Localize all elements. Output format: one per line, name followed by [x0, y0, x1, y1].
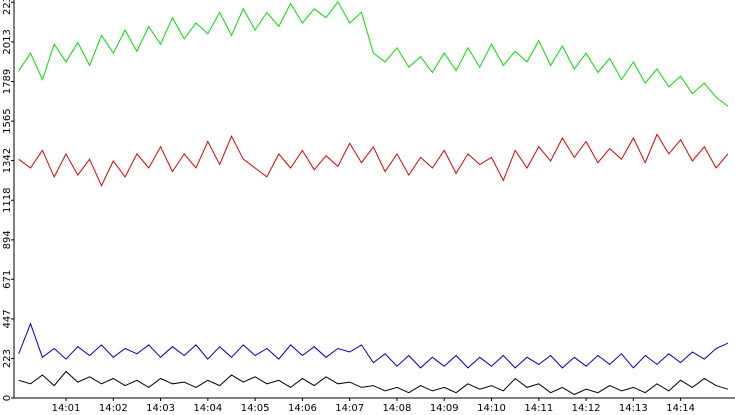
x-tick-label: 14:14 — [666, 403, 695, 414]
y-tick-label: 0 — [2, 395, 13, 401]
y-tick-label: 1118 — [2, 188, 13, 213]
y-tick-label: 894 — [2, 230, 13, 249]
x-tick-label: 14:04 — [193, 403, 222, 414]
x-tick-label: 14:06 — [288, 403, 317, 414]
series-line — [18, 370, 729, 396]
y-tick-label: 2237 — [2, 0, 13, 15]
y-tick-label: 1565 — [2, 108, 13, 133]
x-tick-label: 14:08 — [383, 403, 412, 414]
y-tick-label: 447 — [2, 309, 13, 328]
x-tick-label: 14:07 — [335, 403, 364, 414]
y-tick-label: 223 — [2, 349, 13, 368]
x-tick-label: 14:03 — [146, 403, 175, 414]
y-tick-label: 1342 — [2, 148, 13, 173]
x-tick-label: 14:10 — [477, 403, 506, 414]
y-tick-label: 1789 — [2, 69, 13, 94]
x-tick-label: 14:12 — [572, 403, 601, 414]
x-tick-label: 14:13 — [619, 403, 648, 414]
series-line — [18, 133, 729, 187]
series-line — [18, 322, 729, 369]
x-tick-label: 14:01 — [52, 403, 81, 414]
x-tick-label: 14:05 — [241, 403, 270, 414]
y-tick-label: 2013 — [2, 29, 13, 54]
x-tick-label: 14:02 — [99, 403, 128, 414]
x-tick-label: 14:09 — [430, 403, 459, 414]
series-line — [18, 0, 729, 107]
y-tick-label: 671 — [2, 270, 13, 289]
x-tick-label: 14:11 — [524, 403, 553, 414]
